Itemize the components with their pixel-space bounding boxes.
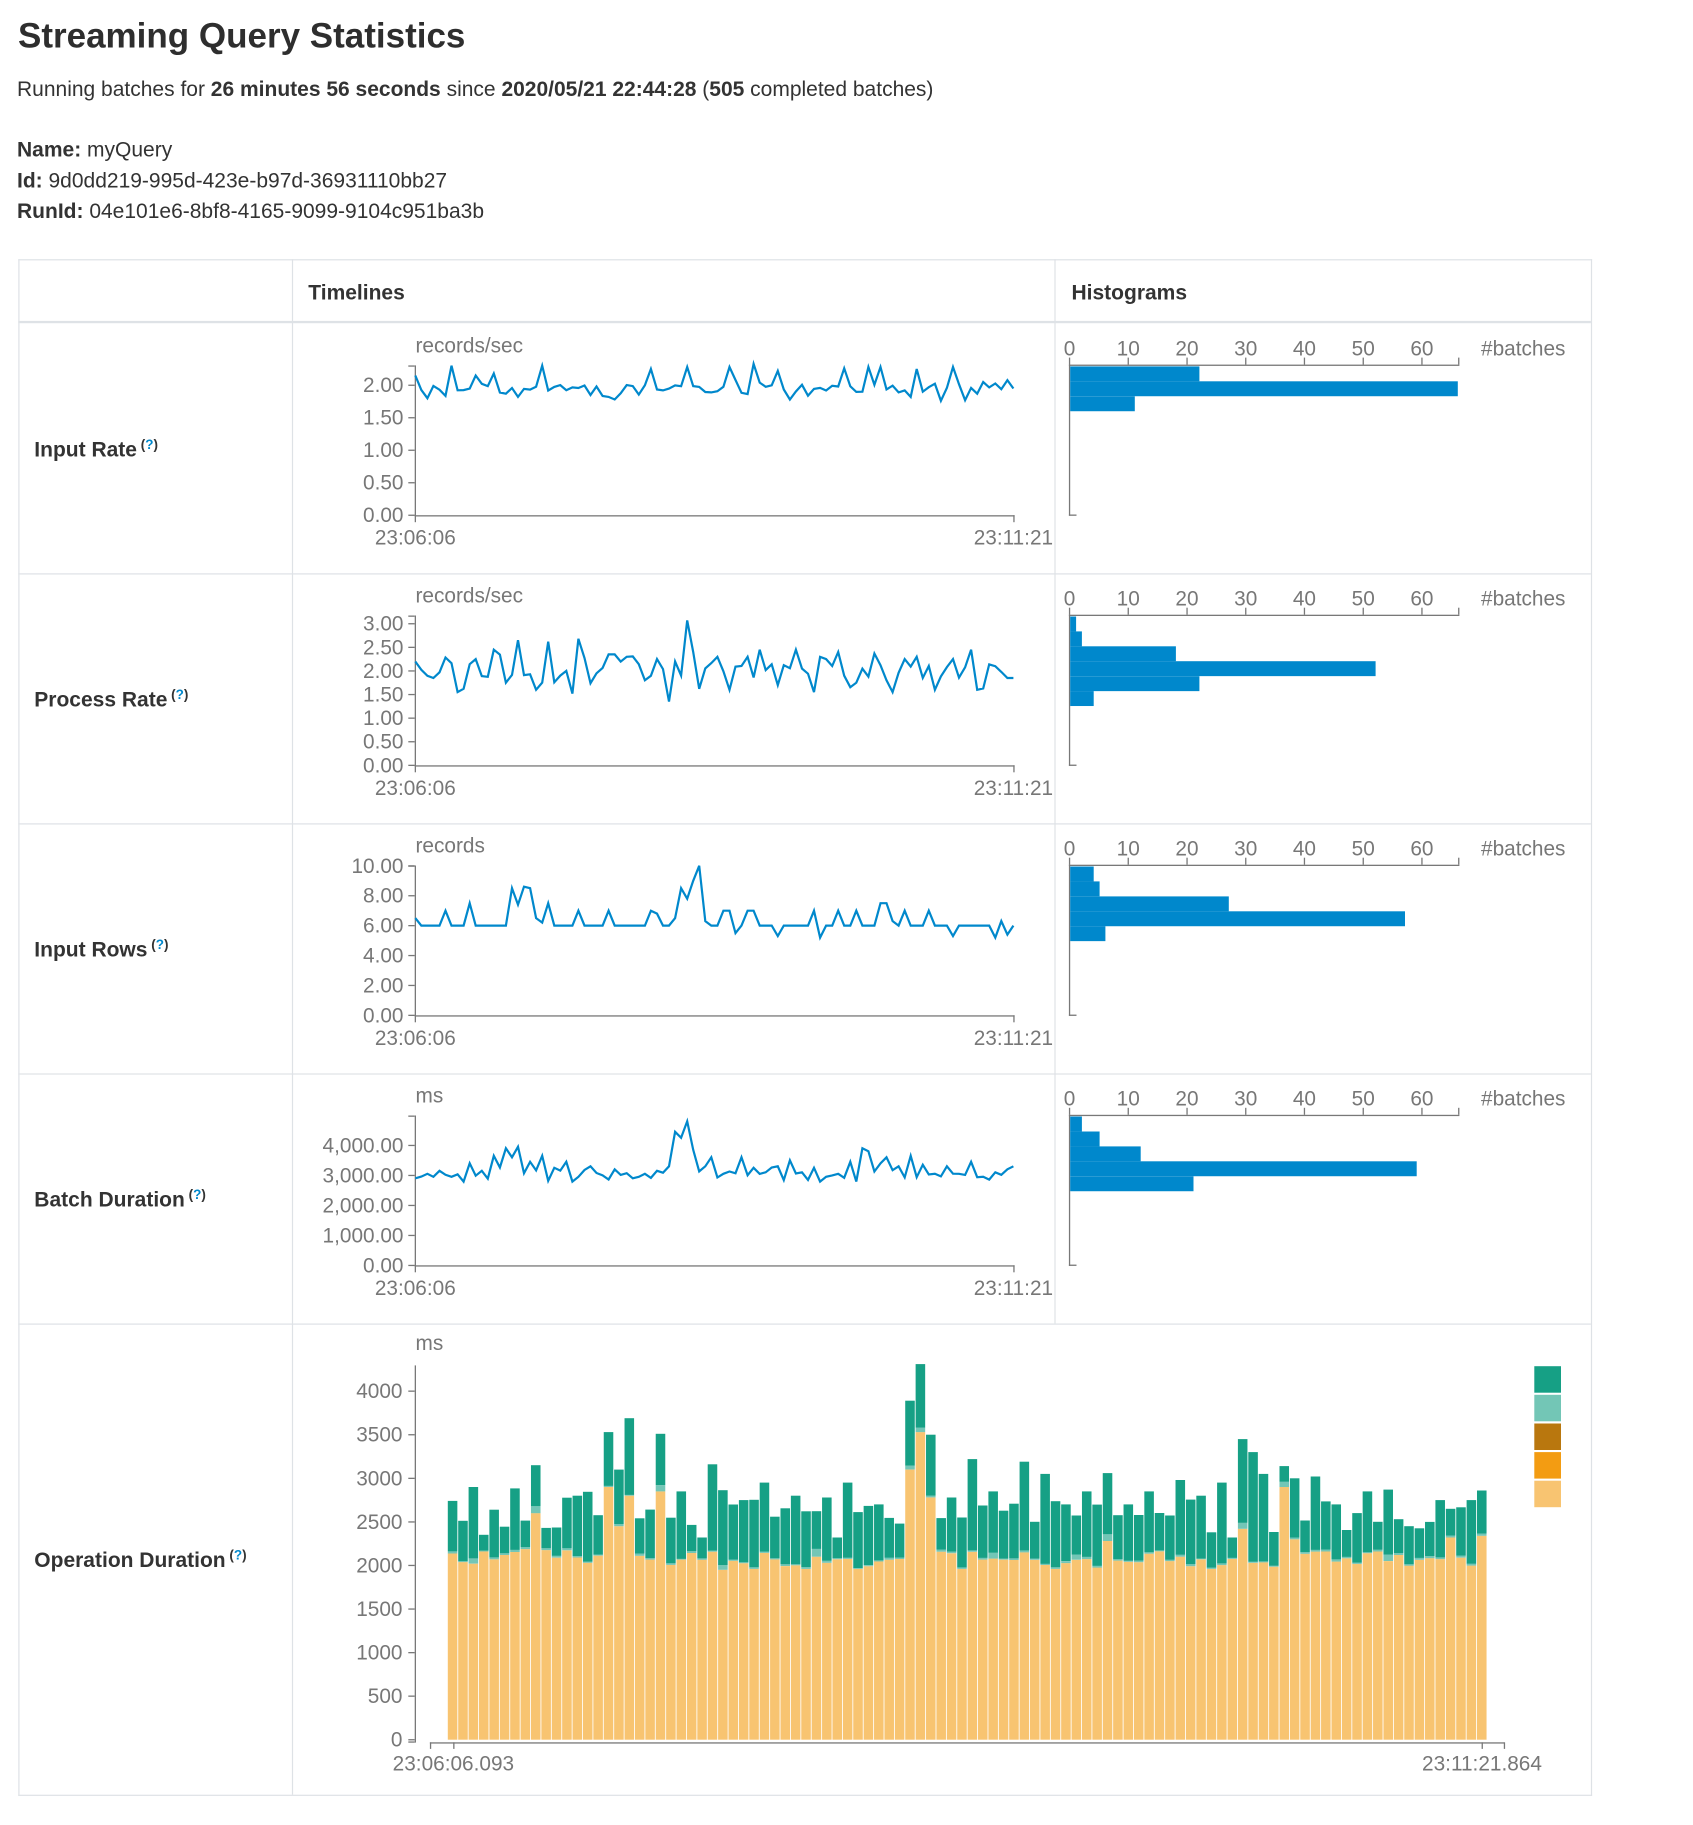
svg-text:40: 40 (1293, 1088, 1316, 1111)
svg-text:2000: 2000 (356, 1554, 402, 1577)
svg-text:60: 60 (1410, 587, 1433, 610)
svg-text:23:06:06: 23:06:06 (375, 1277, 456, 1300)
svg-text:23:06:06: 23:06:06 (375, 777, 456, 800)
svg-text:3.00: 3.00 (363, 613, 403, 636)
svg-text:0: 0 (1064, 587, 1076, 610)
svg-text:10: 10 (1117, 1088, 1140, 1111)
svg-text:60: 60 (1410, 337, 1433, 360)
svg-text:0.00: 0.00 (363, 1004, 403, 1027)
svg-text:1.00: 1.00 (363, 707, 403, 730)
svg-text:Batch Duration (?): Batch Duration (?) (34, 1187, 206, 1212)
svg-text:20: 20 (1175, 837, 1198, 860)
svg-text:1000: 1000 (356, 1642, 402, 1665)
svg-text:2,000.00: 2,000.00 (323, 1194, 404, 1217)
svg-text:2.00: 2.00 (363, 374, 403, 397)
svg-text:0: 0 (1064, 1088, 1076, 1111)
svg-text:50: 50 (1352, 1088, 1375, 1111)
svg-text:#batches: #batches (1481, 837, 1565, 860)
svg-text:ms: ms (416, 1085, 444, 1108)
svg-text:6.00: 6.00 (363, 915, 403, 938)
svg-text:Name: myQuery: Name: myQuery (17, 139, 173, 162)
svg-text:23:11:21: 23:11:21 (974, 777, 1053, 800)
svg-text:10: 10 (1117, 837, 1140, 860)
svg-text:Streaming Query Statistics: Streaming Query Statistics (18, 17, 465, 56)
svg-text:RunId: 04e101e6-8bf8-4165-9099: RunId: 04e101e6-8bf8-4165-9099-9104c951b… (17, 200, 484, 223)
svg-text:10.00: 10.00 (351, 855, 403, 878)
svg-text:0.50: 0.50 (363, 731, 403, 754)
svg-text:Process Rate (?): Process Rate (?) (34, 687, 188, 712)
svg-text:Input Rows (?): Input Rows (?) (34, 937, 168, 962)
svg-text:1.00: 1.00 (363, 439, 403, 462)
svg-text:Timelines: Timelines (308, 281, 405, 304)
svg-text:1.50: 1.50 (363, 684, 403, 707)
svg-text:Running batches for 26 minutes: Running batches for 26 minutes 56 second… (17, 78, 933, 101)
svg-text:Operation Duration (?): Operation Duration (?) (34, 1548, 246, 1573)
svg-text:23:11:21: 23:11:21 (974, 527, 1053, 550)
svg-text:30: 30 (1234, 337, 1257, 360)
svg-text:23:11:21: 23:11:21 (974, 1027, 1053, 1050)
svg-text:10: 10 (1117, 587, 1140, 610)
svg-text:23:06:06.093: 23:06:06.093 (393, 1753, 514, 1776)
svg-text:1.50: 1.50 (363, 407, 403, 430)
svg-text:40: 40 (1293, 337, 1316, 360)
svg-text:10: 10 (1117, 337, 1140, 360)
svg-text:20: 20 (1175, 1088, 1198, 1111)
svg-text:1,000.00: 1,000.00 (323, 1224, 404, 1247)
svg-text:records/sec: records/sec (416, 584, 524, 607)
svg-text:1500: 1500 (356, 1598, 402, 1621)
svg-text:3,000.00: 3,000.00 (323, 1164, 404, 1187)
svg-text:2.00: 2.00 (363, 660, 403, 683)
svg-text:50: 50 (1352, 587, 1375, 610)
svg-text:500: 500 (368, 1685, 403, 1708)
svg-text:40: 40 (1293, 837, 1316, 860)
svg-text:3500: 3500 (356, 1424, 402, 1447)
svg-text:23:11:21.864: 23:11:21.864 (1422, 1753, 1542, 1776)
svg-text:60: 60 (1410, 1088, 1433, 1111)
svg-text:30: 30 (1234, 1088, 1257, 1111)
svg-text:0: 0 (391, 1729, 403, 1752)
svg-text:ms: ms (416, 1332, 444, 1355)
svg-text:#batches: #batches (1481, 587, 1565, 610)
svg-text:0.50: 0.50 (363, 472, 403, 495)
svg-text:4.00: 4.00 (363, 945, 403, 968)
svg-text:23:06:06: 23:06:06 (375, 1027, 456, 1050)
svg-text:#batches: #batches (1481, 337, 1565, 360)
svg-text:2.50: 2.50 (363, 636, 403, 659)
svg-text:2.00: 2.00 (363, 974, 403, 997)
svg-text:8.00: 8.00 (363, 885, 403, 908)
svg-text:0: 0 (1064, 337, 1076, 360)
svg-text:50: 50 (1352, 837, 1375, 860)
svg-text:records/sec: records/sec (416, 334, 524, 357)
svg-text:23:11:21: 23:11:21 (974, 1277, 1053, 1300)
svg-text:4,000.00: 4,000.00 (323, 1134, 404, 1157)
svg-text:0: 0 (1064, 837, 1076, 860)
svg-text:0.00: 0.00 (363, 504, 403, 527)
svg-text:2500: 2500 (356, 1511, 402, 1534)
svg-text:3000: 3000 (356, 1467, 402, 1490)
svg-text:4000: 4000 (356, 1380, 402, 1403)
svg-text:Id: 9d0dd219-995d-423e-b97d-36: Id: 9d0dd219-995d-423e-b97d-36931110bb27 (17, 169, 447, 192)
svg-text:40: 40 (1293, 587, 1316, 610)
svg-text:20: 20 (1175, 337, 1198, 360)
svg-text:50: 50 (1352, 337, 1375, 360)
svg-text:20: 20 (1175, 587, 1198, 610)
svg-text:30: 30 (1234, 587, 1257, 610)
svg-text:0.00: 0.00 (363, 754, 403, 777)
svg-text:60: 60 (1410, 837, 1433, 860)
svg-text:0.00: 0.00 (363, 1254, 403, 1277)
svg-text:records: records (416, 834, 485, 857)
svg-text:Histograms: Histograms (1072, 281, 1188, 304)
svg-text:#batches: #batches (1481, 1088, 1565, 1111)
svg-text:30: 30 (1234, 837, 1257, 860)
svg-text:23:06:06: 23:06:06 (375, 527, 456, 550)
